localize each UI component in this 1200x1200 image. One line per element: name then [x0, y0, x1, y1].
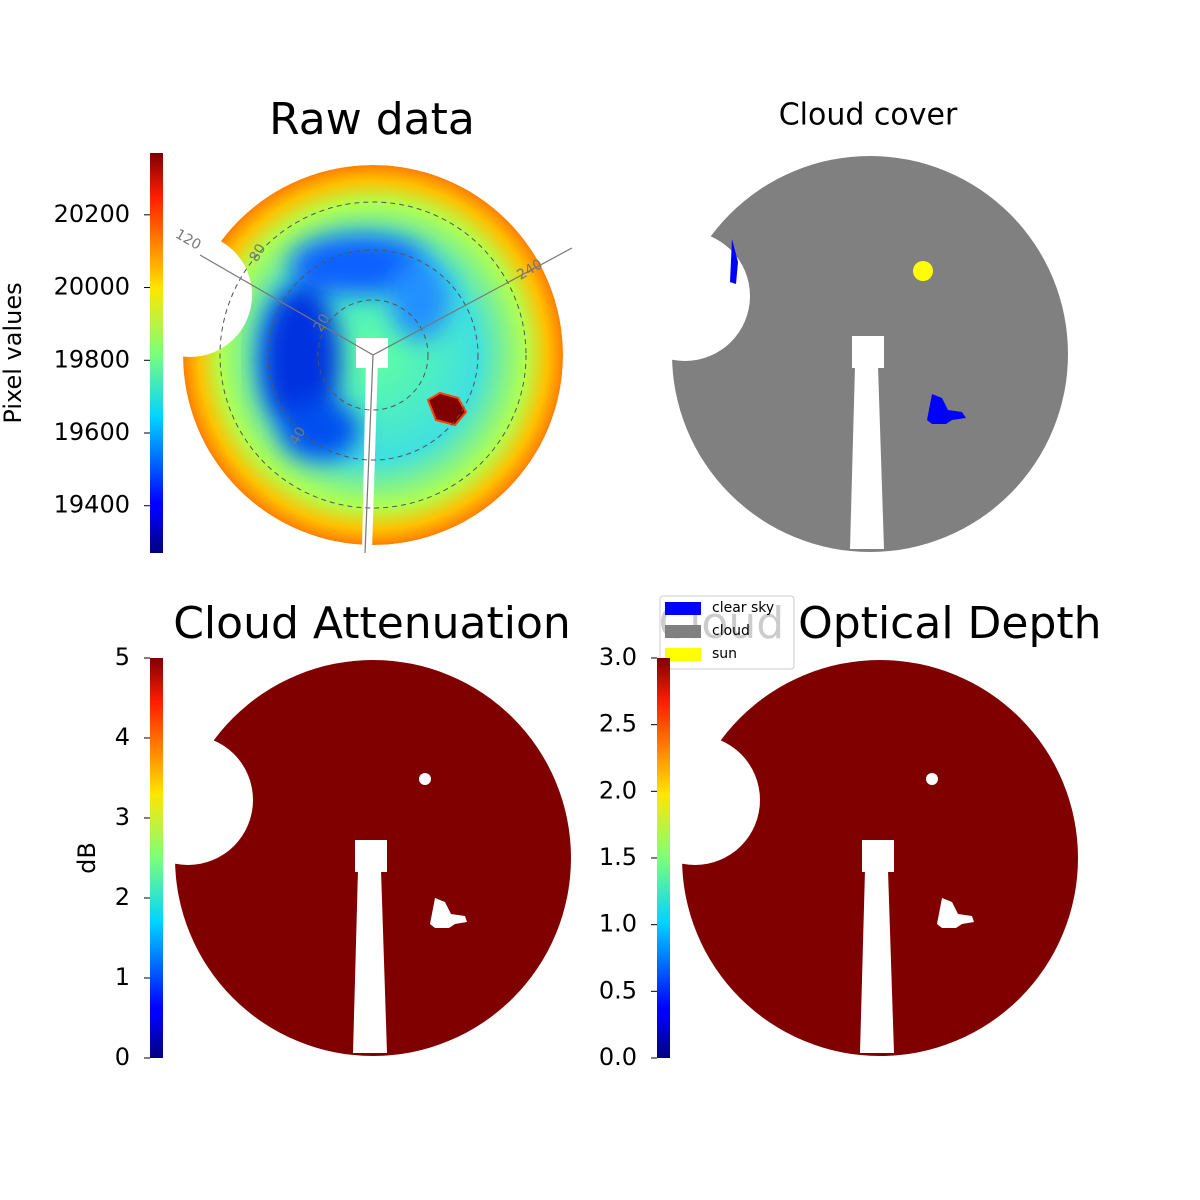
colorbar-tick-label: 0.0 — [599, 1043, 637, 1071]
panel-title: Cloud Attenuation — [173, 598, 571, 649]
polar-label: 20 — [311, 311, 334, 334]
colorbar-tick-label: 2 — [115, 883, 130, 911]
colorbar-tick-label: 0.5 — [599, 976, 637, 1004]
legend-patch — [665, 648, 701, 661]
colorbar-tick-label: 19600 — [54, 418, 130, 446]
colorbar-tick-label: 1.5 — [599, 843, 637, 871]
polar-labels: 120 240 80 20 40 — [172, 226, 545, 447]
polar-grid — [219, 201, 527, 509]
colorbar — [657, 658, 670, 1058]
colorbar-tick-label: 20000 — [54, 273, 130, 301]
colorbar-tick-label: 1.0 — [599, 910, 637, 938]
panel-title: Raw data — [269, 94, 475, 145]
colorbar-tick-label: 3 — [115, 803, 130, 831]
polar-label: 120 — [172, 226, 203, 253]
polar-label: 80 — [247, 241, 270, 264]
colorbar-tick-label: 2.0 — [599, 776, 637, 804]
polar-label: 40 — [287, 424, 310, 447]
colorbar-tick-label: 20200 — [54, 200, 130, 228]
cloud-cover-image — [670, 154, 1070, 554]
colorbar-tick-label: 5 — [115, 643, 130, 671]
legend-patch — [665, 602, 701, 615]
colorbar — [150, 153, 163, 553]
legend-label: cloud — [712, 623, 750, 639]
colorbar-label: Pixel values — [0, 282, 27, 423]
legend-patch — [665, 625, 701, 638]
colorbar-tick-label: 2.5 — [599, 710, 637, 738]
colorbar-tick-label: 19800 — [54, 345, 130, 373]
polar-spokes — [199, 247, 573, 554]
colorbar-tick-label: 1 — [115, 963, 130, 991]
legend-label: clear sky — [712, 600, 774, 616]
colorbar-label: dB — [73, 842, 101, 874]
colorbar-tick-label: 19400 — [54, 491, 130, 519]
optical-depth-image — [680, 658, 1080, 1058]
legend-label: sun — [712, 646, 737, 662]
attenuation-image — [173, 658, 573, 1058]
panel-title: Cloud cover — [779, 98, 958, 133]
colorbar-tick-label: 4 — [115, 723, 130, 751]
colorbar — [150, 658, 163, 1058]
colorbar-tick-label: 0 — [115, 1043, 130, 1071]
colorbar-tick-label: 3.0 — [599, 643, 637, 671]
